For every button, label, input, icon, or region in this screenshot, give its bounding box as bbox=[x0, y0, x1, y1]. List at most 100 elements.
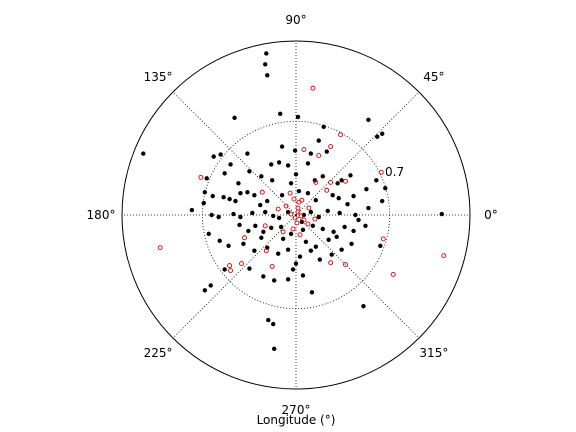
filled-dot-point bbox=[271, 321, 276, 327]
angular-tick-label-135: 135° bbox=[144, 70, 173, 84]
open-circle-point bbox=[343, 262, 348, 267]
filled-dot-point bbox=[222, 171, 227, 176]
filled-dot-point bbox=[247, 266, 252, 271]
filled-dot-point bbox=[265, 73, 270, 78]
filled-dot-point bbox=[356, 217, 361, 223]
filled-dot-point bbox=[264, 51, 269, 56]
open-circle-point bbox=[338, 132, 344, 138]
open-circle-point bbox=[269, 264, 275, 269]
filled-dot-point bbox=[297, 254, 303, 259]
filled-dot-point bbox=[330, 192, 335, 198]
filled-dot-point bbox=[252, 248, 257, 253]
filled-dot-point bbox=[300, 273, 306, 278]
filled-dot-point bbox=[261, 274, 266, 279]
open-circle-point bbox=[297, 232, 303, 238]
filled-dot-point bbox=[201, 200, 206, 206]
filled-dot-point bbox=[271, 278, 277, 283]
open-circle-point bbox=[259, 189, 265, 195]
polar-grid bbox=[122, 41, 470, 389]
open-circle-point bbox=[290, 226, 296, 232]
filled-dot-point bbox=[280, 236, 286, 242]
filled-dot-point bbox=[303, 239, 309, 244]
filled-dot-point bbox=[375, 134, 380, 139]
filled-dot-point bbox=[439, 211, 444, 217]
filled-dot-point bbox=[295, 114, 301, 120]
open-circle-point bbox=[283, 203, 289, 209]
filled-dot-point bbox=[342, 224, 347, 230]
filled-dot-point bbox=[379, 198, 385, 204]
filled-dot-point bbox=[331, 229, 336, 235]
filled-dot-point bbox=[247, 169, 252, 174]
angular-tick-label-0: 0° bbox=[484, 208, 498, 222]
filled-dot-point bbox=[293, 172, 299, 177]
filled-dot-point bbox=[231, 211, 236, 217]
x-axis-label: Longitude (°) bbox=[257, 413, 336, 427]
filled-dot-point bbox=[237, 222, 242, 228]
open-circle-point bbox=[390, 271, 396, 277]
open-circle-point bbox=[305, 221, 311, 227]
filled-dot-point bbox=[221, 194, 226, 200]
filled-dot-point bbox=[290, 267, 296, 272]
filled-dot-point bbox=[245, 151, 250, 156]
open-circle-point bbox=[262, 223, 268, 229]
data-points bbox=[141, 51, 447, 352]
open-circle-point bbox=[295, 209, 301, 215]
filled-dot-point bbox=[305, 190, 311, 196]
filled-dot-point bbox=[250, 210, 255, 216]
open-circle-point bbox=[287, 190, 293, 196]
filled-dot-point bbox=[336, 195, 341, 201]
filled-dot-point bbox=[308, 248, 314, 253]
filled-dot-point bbox=[321, 124, 326, 129]
filled-dot-point bbox=[363, 223, 368, 229]
filled-dot-point bbox=[206, 231, 211, 237]
filled-dot-point bbox=[202, 190, 208, 195]
filled-dot-point bbox=[218, 152, 223, 157]
filled-dot-point bbox=[259, 174, 264, 179]
radial-gridline-0 bbox=[201, 120, 391, 310]
filled-dot-point bbox=[351, 193, 356, 199]
open-circle-point bbox=[306, 205, 312, 211]
filled-dot-point bbox=[245, 190, 250, 195]
filled-dot-point bbox=[259, 235, 264, 240]
filled-dot-point bbox=[308, 151, 314, 156]
open-circle-point bbox=[328, 144, 334, 150]
open-circle-point bbox=[263, 248, 269, 254]
filled-dot-point bbox=[364, 186, 369, 192]
filled-dot-point bbox=[263, 209, 268, 215]
open-circle-point bbox=[328, 260, 334, 266]
filled-dot-point bbox=[285, 209, 291, 215]
filled-dot-point bbox=[269, 162, 274, 167]
filled-dot-point bbox=[238, 214, 243, 220]
filled-dot-point bbox=[345, 201, 350, 207]
filled-dot-point bbox=[285, 163, 291, 168]
filled-dot-point bbox=[317, 257, 323, 262]
radial-tick-label: 0.7 bbox=[385, 165, 404, 179]
filled-dot-point bbox=[253, 223, 258, 229]
filled-dot-point bbox=[271, 346, 277, 352]
filled-dot-point bbox=[266, 317, 271, 323]
angular-tick-label-45: 45° bbox=[423, 70, 444, 84]
open-circle-point bbox=[380, 236, 386, 242]
filled-dot-point bbox=[269, 225, 274, 231]
filled-dot-point bbox=[313, 244, 319, 249]
filled-dot-point bbox=[366, 117, 371, 123]
filled-dot-point bbox=[339, 247, 344, 252]
open-circle-point bbox=[301, 147, 307, 152]
open-circle-point bbox=[291, 196, 297, 202]
filled-dot-point bbox=[374, 178, 379, 183]
polar-frame bbox=[121, 40, 471, 390]
open-circle-point bbox=[310, 85, 316, 91]
filled-dot-point bbox=[204, 176, 209, 181]
filled-dot-point bbox=[316, 214, 321, 220]
filled-dot-point bbox=[278, 224, 284, 230]
filled-dot-point bbox=[238, 190, 243, 196]
filled-dot-point bbox=[217, 238, 222, 244]
filled-dot-point bbox=[320, 174, 325, 179]
filled-dot-point bbox=[320, 226, 325, 232]
filled-dot-point bbox=[285, 247, 291, 252]
filled-dot-point bbox=[339, 178, 344, 183]
filled-dot-point bbox=[296, 188, 302, 194]
filled-dot-point bbox=[292, 148, 298, 153]
filled-dot-point bbox=[300, 227, 306, 233]
